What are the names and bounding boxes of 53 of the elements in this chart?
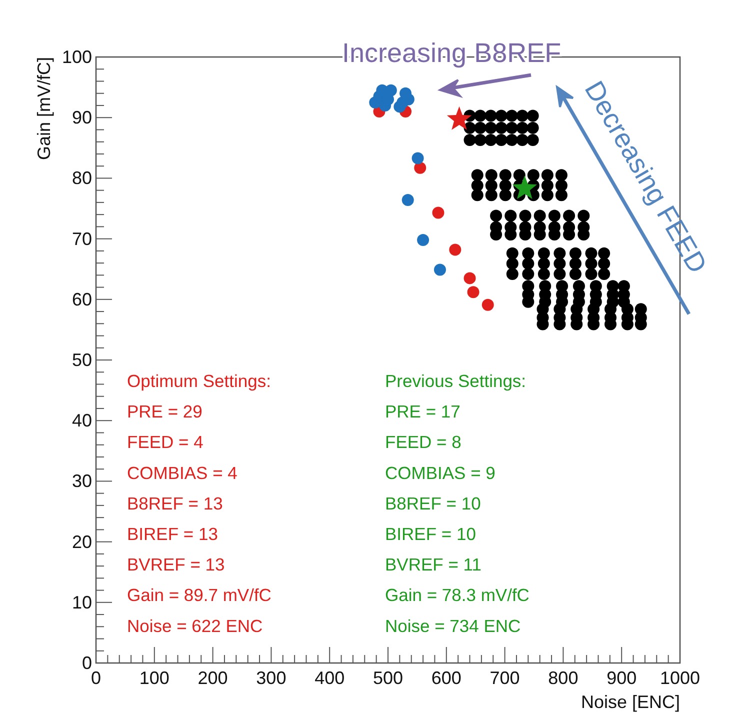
point	[449, 244, 462, 256]
point	[432, 206, 444, 219]
annotation: BVREF = 13	[127, 554, 225, 575]
annotation: BIREF = 10	[385, 524, 476, 544]
point	[512, 176, 538, 200]
annotation: B8REF = 10	[385, 493, 482, 514]
x-tick-label: 200	[198, 668, 228, 688]
point	[464, 272, 476, 284]
x-tick-label: 300	[256, 668, 286, 688]
y-tick-label: 20	[72, 532, 92, 552]
x-tick-label: 700	[490, 668, 520, 688]
x-tick-label: 400	[314, 668, 345, 688]
annotation: Noise = 622 ENC	[127, 616, 263, 636]
y-axis-title: Gain [mV/fC]	[34, 57, 54, 160]
y-tick-label: 100	[62, 47, 92, 67]
point	[482, 298, 494, 311]
point	[414, 162, 426, 174]
annotation: BIREF = 13	[127, 524, 218, 544]
y-tick-label: 30	[72, 471, 92, 492]
y-tick-label: 40	[72, 410, 92, 431]
x-tick-label: 800	[548, 668, 578, 688]
x-tick-label: 100	[139, 668, 170, 688]
x-tick-label: 500	[372, 668, 404, 688]
annotation: Gain = 78.3 mV/fC	[385, 585, 530, 606]
annotation: Noise = 734 ENC	[385, 616, 521, 636]
annotation: PRE = 17	[385, 402, 460, 422]
x-tick-label: 1000	[660, 668, 700, 688]
annotation: Previous Settings:	[385, 371, 526, 391]
annotation: Optimum Settings:	[127, 371, 271, 391]
annotation: FEED = 8	[385, 432, 462, 452]
y-tick-label: 60	[72, 289, 92, 310]
annotation: B8REF = 13	[127, 493, 223, 514]
point	[434, 264, 446, 276]
annotation: Gain = 89.7 mV/fC	[127, 585, 272, 606]
point	[446, 106, 472, 130]
point	[417, 234, 430, 246]
y-tick-label: 80	[72, 168, 92, 188]
y-tick-label: 50	[72, 350, 92, 370]
annotation: FEED = 4	[127, 432, 204, 452]
annotation: COMBIAS = 4	[127, 462, 238, 483]
point	[402, 194, 414, 206]
annotation: BVREF = 11	[385, 554, 482, 575]
y-tick-label: 10	[72, 592, 92, 612]
y-tick-label: 70	[72, 228, 92, 249]
x-tick-label: 900	[606, 668, 637, 688]
x-tick-label: 600	[431, 668, 462, 688]
annotation: PRE = 29	[127, 402, 202, 422]
x-axis-title: Noise [ENC]	[580, 692, 680, 712]
annotation: COMBIAS = 9	[385, 462, 496, 483]
point	[412, 152, 424, 164]
y-tick-label: 90	[72, 108, 92, 128]
y-tick-label: 0	[82, 653, 92, 673]
point	[467, 286, 480, 298]
